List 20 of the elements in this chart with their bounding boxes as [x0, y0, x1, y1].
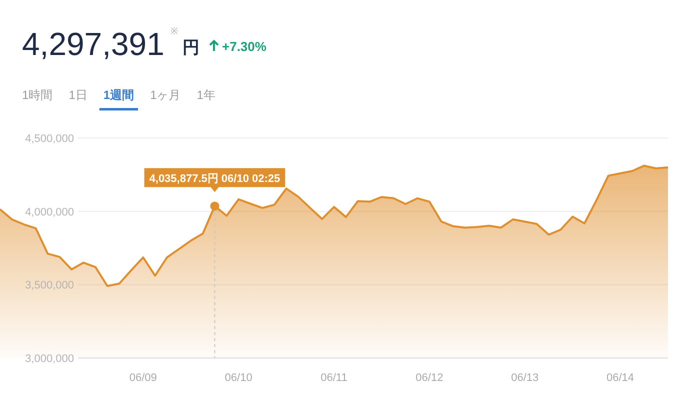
x-tick-label: 06/11	[320, 372, 348, 384]
annotation: 4,035,877.5円 06/10 02:25	[149, 173, 280, 186]
y-tick-label: 4,000,000	[25, 206, 74, 218]
text: 1週間	[103, 88, 134, 102]
y-tick-label: 4,500,000	[25, 133, 74, 145]
y-tick-label: 3,000,000	[25, 353, 74, 365]
chart-title: 4,297,391	[22, 26, 164, 62]
text: 1時間	[22, 88, 53, 102]
text: 円	[182, 38, 200, 57]
text: 1ヶ月	[150, 88, 181, 102]
text: +7.30%	[222, 39, 267, 54]
text: 1日	[68, 88, 88, 102]
y-tick-label: 3,500,000	[25, 280, 74, 292]
x-tick-label: 06/13	[511, 372, 539, 384]
text: 1年	[196, 88, 216, 102]
x-tick-label: 06/10	[224, 372, 252, 384]
x-tick-label: 06/14	[606, 372, 634, 384]
x-tick-label: 06/09	[129, 372, 157, 384]
x-tick-label: 06/12	[416, 372, 444, 384]
text: ※	[170, 26, 178, 36]
